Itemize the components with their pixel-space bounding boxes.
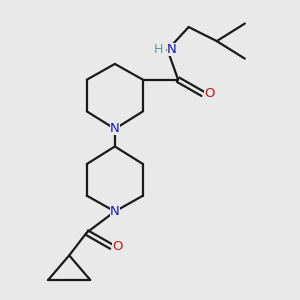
Text: O: O — [204, 87, 214, 100]
Text: N: N — [110, 205, 120, 218]
Text: N: N — [110, 122, 120, 135]
Text: N: N — [167, 44, 177, 56]
Text: H: H — [153, 44, 163, 56]
Text: O: O — [112, 240, 123, 253]
